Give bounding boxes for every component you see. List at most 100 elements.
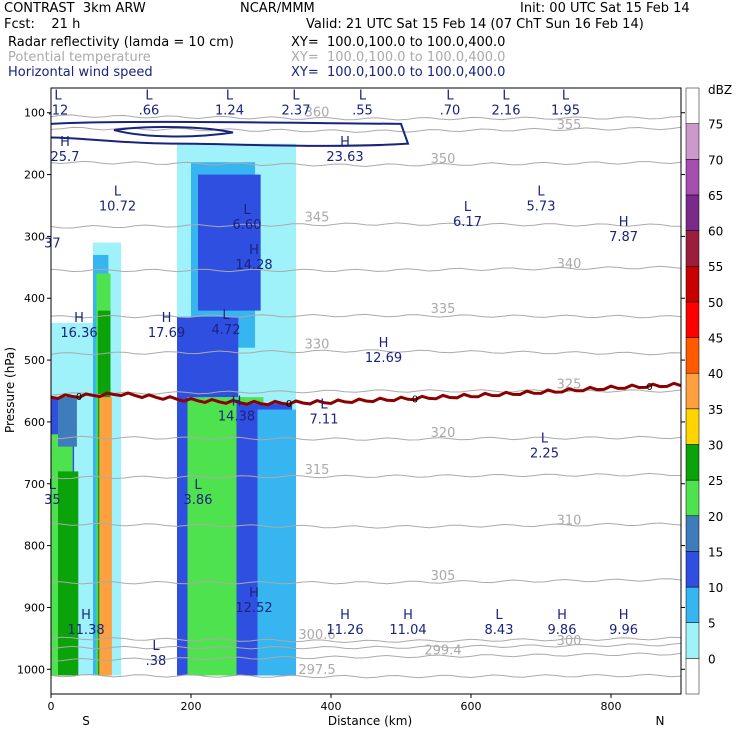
y-tick-label-7: 800 <box>24 540 45 553</box>
colorbar-label-11: 55 <box>708 260 723 274</box>
theta-contour-5 <box>50 522 682 529</box>
theta-contour-3 <box>50 636 682 644</box>
extremum-value-7: 1.95 <box>551 103 580 118</box>
theta-contour-4 <box>50 578 682 585</box>
extremum-value-4: .55 <box>352 103 373 118</box>
extremum-type-8: H <box>60 135 70 150</box>
extremum-type-33: L <box>152 639 160 654</box>
extremum-value-1: .66 <box>139 103 160 118</box>
colorbar-bin-6 <box>685 444 700 481</box>
extremum-value-3: 2.37 <box>282 103 311 118</box>
wind-speed-contours <box>50 120 410 147</box>
extremum-type-25: L <box>194 478 202 493</box>
extremum-value-9: 23.63 <box>326 150 363 165</box>
colorbar-bin-0 <box>685 658 700 695</box>
extremum-value-18: 17.69 <box>148 326 185 341</box>
colorbar-label-5: 25 <box>708 474 723 488</box>
theta-label-10: 335 <box>431 302 456 317</box>
extremum-value-19: 4.72 <box>212 323 241 338</box>
extremum-type-17: H <box>74 311 84 326</box>
theta-contour-1 <box>50 652 682 662</box>
colorbar-bin-7 <box>685 408 700 445</box>
theta-label-1: 299.4 <box>424 643 461 658</box>
colorbar: 0 5 10 15 20 25 30 35 40 45 50 55 60 65 70 75 <box>685 87 723 695</box>
extremum-value-33: .38 <box>146 654 167 669</box>
colorbar-label-4: 20 <box>708 510 723 524</box>
colorbar-label-13: 65 <box>708 189 723 203</box>
theta-label-11: 340 <box>557 257 582 272</box>
colorbar-bin-12 <box>685 230 700 267</box>
jet-contour-outer <box>50 120 410 147</box>
freezing-level-line: 0 0 0 0 <box>50 381 682 410</box>
x-tick-label-0: 0 <box>48 700 55 713</box>
colorbar-bin-15 <box>685 123 700 160</box>
reflectivity-cell-2-8 <box>257 409 296 676</box>
freezing-level-label-3: 0 <box>646 382 652 393</box>
extremum-type-16: H <box>249 243 259 258</box>
extremum-type-7: L <box>562 88 570 103</box>
extremum-type-10: L <box>114 184 122 199</box>
title-init: Init: 00 UTC Sat 15 Feb 14 <box>520 1 690 16</box>
y-tick-label-0: 100 <box>24 107 45 120</box>
extremum-type-4: L <box>359 88 367 103</box>
y-tick-label-1: 200 <box>24 169 45 182</box>
reflectivity-cell-1-3 <box>99 397 112 676</box>
extremum-type-18: H <box>162 311 172 326</box>
theta-label-15: 360 <box>305 105 330 120</box>
extremum-value-23: 2.25 <box>530 447 559 462</box>
extremum-value-28: 11.26 <box>326 623 363 638</box>
field-3-name: Horizontal wind speed <box>8 65 153 80</box>
extremum-value-14: 7.87 <box>609 230 638 245</box>
extremum-value-10: 10.72 <box>99 199 136 214</box>
extremum-type-14: H <box>619 215 629 230</box>
extremum-value-25: 3.86 <box>184 493 213 508</box>
x-tick-label-3: 600 <box>461 700 482 713</box>
theta-contour-2 <box>50 642 682 650</box>
extremum-value-16: 14.28 <box>235 258 272 273</box>
colorbar-bin-top <box>685 87 700 124</box>
colorbar-bin-11 <box>685 265 700 303</box>
extremum-value-30: 8.43 <box>485 623 514 638</box>
extremum-type-22: L <box>320 398 328 413</box>
colorbar-label-6: 30 <box>708 438 723 452</box>
y-tick-label-2: 300 <box>24 230 45 243</box>
extremum-type-13: L <box>537 184 545 199</box>
extremum-value-11: 6.60 <box>233 218 262 233</box>
reflectivity-layer <box>51 143 296 676</box>
theta-label-5: 310 <box>557 514 582 529</box>
x-tick-label-1: 200 <box>181 700 202 713</box>
extremum-type-9: H <box>340 135 350 150</box>
freezing-level-label-0: 0 <box>76 392 82 403</box>
colorbar-label-15: 75 <box>708 118 723 132</box>
theta-label-6: 315 <box>305 463 330 478</box>
reflectivity-cell-0-2 <box>58 471 79 676</box>
extremum-type-2: L <box>226 88 234 103</box>
extremum-type-32: H <box>619 608 629 623</box>
field-1-name: Radar reflectivity (lamda = 10 cm) <box>8 35 234 50</box>
theta-label-7: 320 <box>431 426 456 441</box>
colorbar-label-10: 50 <box>708 296 723 310</box>
colorbar-label-1: 5 <box>708 617 716 631</box>
extremum-value-26: 12.52 <box>235 601 272 616</box>
colorbar-label-0: 0 <box>708 652 716 666</box>
theta-label-9: 330 <box>305 337 330 352</box>
field-2-xy: XY= 100.0,100.0 to 100.0,400.0 <box>291 50 506 65</box>
x-end-label-north: N <box>656 714 665 728</box>
theta-contour-13 <box>50 160 682 168</box>
colorbar-unit: dBZ <box>708 83 732 97</box>
colorbar-bin-5 <box>685 479 700 517</box>
theta-contour-12 <box>50 222 682 229</box>
extremum-type-0: L <box>54 88 62 103</box>
x-end-label-south: S <box>82 714 90 728</box>
theta-label-14: 355 <box>557 118 582 133</box>
colorbar-label-2: 10 <box>708 581 723 595</box>
colorbar-bin-9 <box>685 337 700 374</box>
extremum-type-12: L <box>464 200 472 215</box>
extremum-value-27: 11.38 <box>67 623 104 638</box>
colorbar-bin-3 <box>685 551 700 588</box>
extremum-type-3: L <box>292 88 300 103</box>
extremum-type-31: H <box>557 608 567 623</box>
extremum-type-23: L <box>541 432 549 447</box>
extremum-value-20: 12.69 <box>365 351 402 366</box>
